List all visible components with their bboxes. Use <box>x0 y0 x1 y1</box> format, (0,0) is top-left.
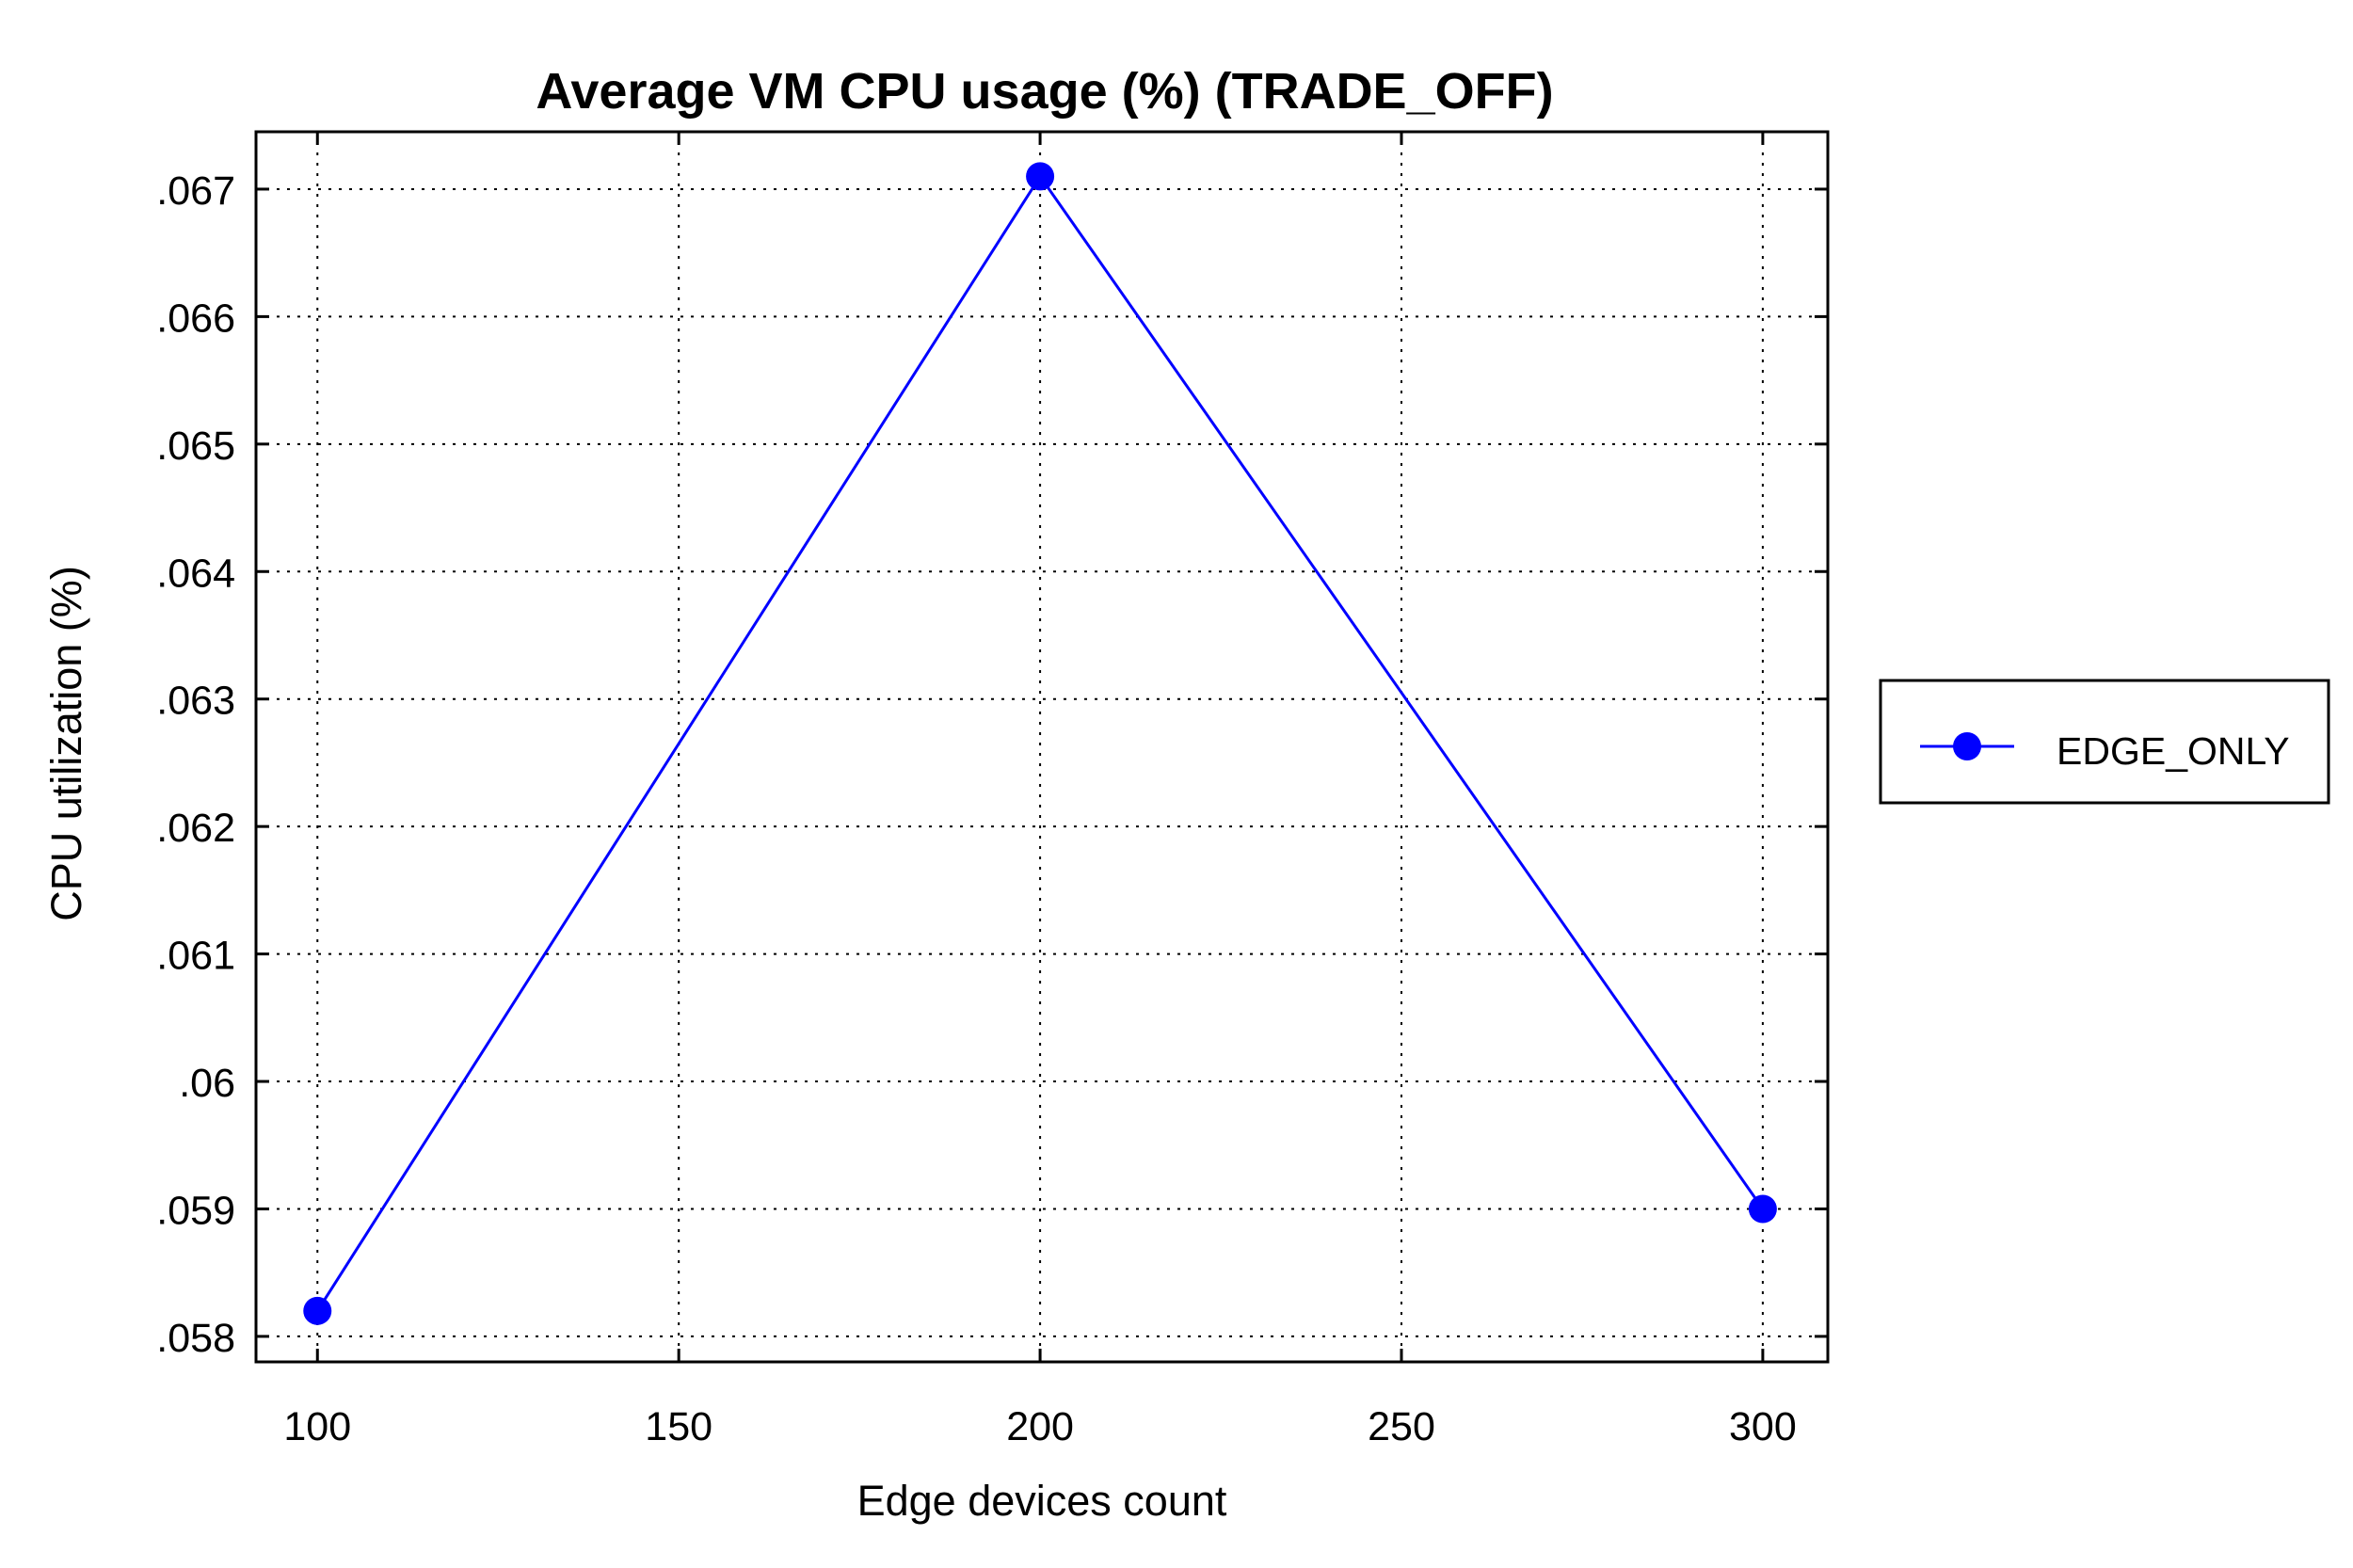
y-tick-label: .062 <box>156 806 235 851</box>
x-tick-label: 100 <box>283 1404 351 1449</box>
grid-lines <box>256 132 1828 1362</box>
legend: EDGE_ONLY <box>1879 679 2330 805</box>
x-axis-label: Edge devices count <box>857 1477 1227 1525</box>
x-tick-label: 150 <box>645 1404 712 1449</box>
axis-ticks: 100 150 200 250 300 .058 .059 .06 .061 .062 .063 .0… <box>156 132 1828 1449</box>
y-tick-label: .067 <box>156 168 235 214</box>
data-point-edge-only <box>1748 1194 1777 1224</box>
y-tick-label: .065 <box>156 424 235 469</box>
legend-label-edge-only: EDGE_ONLY <box>2057 729 2290 773</box>
data-point-edge-only <box>303 1296 332 1325</box>
y-tick-label: .059 <box>156 1188 235 1233</box>
x-tick-label: 250 <box>1368 1404 1435 1449</box>
y-tick-label: .063 <box>156 679 235 724</box>
plot-area-frame <box>254 130 1830 1364</box>
x-tick-label: 200 <box>1006 1404 1074 1449</box>
data-point-edge-only <box>1026 162 1055 191</box>
x-tick-label: 300 <box>1729 1404 1797 1449</box>
chart-title: Average VM CPU usage (%) (TRADE_OFF) <box>536 63 1553 120</box>
legend-marker-edge-only <box>1953 732 1981 760</box>
series-layer <box>303 162 1777 1325</box>
y-tick-label: .061 <box>156 934 235 979</box>
y-tick-label: .06 <box>179 1061 235 1106</box>
y-axis-label: CPU utilization (%) <box>42 566 90 921</box>
y-tick-label: .066 <box>156 296 235 341</box>
y-tick-label: .058 <box>156 1316 235 1361</box>
y-tick-label: .064 <box>156 551 235 596</box>
